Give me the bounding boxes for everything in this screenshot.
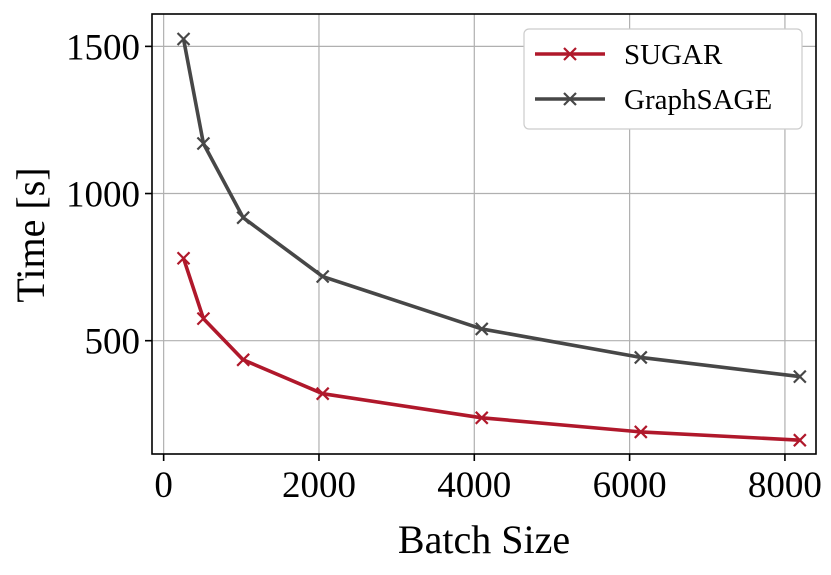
legend-label-graphsage: GraphSAGE bbox=[624, 84, 772, 116]
data-point-sugar bbox=[315, 386, 330, 401]
x-tick-label: 6000 bbox=[593, 465, 667, 506]
data-point-sugar bbox=[634, 425, 648, 439]
y-tick-label: 1500 bbox=[66, 27, 140, 68]
data-point-graphsage bbox=[474, 322, 489, 336]
data-point-sugar bbox=[474, 411, 489, 425]
data-point-sugar bbox=[236, 353, 250, 367]
series-line-sugar bbox=[181, 257, 800, 442]
legend: SUGAR GraphSAGE bbox=[523, 28, 803, 130]
y-axis-label: Time [s] bbox=[8, 167, 53, 302]
data-point-sugar bbox=[196, 311, 211, 326]
y-tick-label: 1000 bbox=[66, 175, 140, 216]
legend-marker-graphsage bbox=[563, 92, 577, 106]
data-point-graphsage bbox=[634, 350, 648, 365]
plot-frame bbox=[151, 13, 817, 455]
x-tick-label: 4000 bbox=[437, 465, 511, 506]
data-point-graphsage bbox=[793, 369, 807, 384]
legend-label-sugar: SUGAR bbox=[624, 39, 723, 71]
y-tick-label: 500 bbox=[85, 322, 141, 363]
data-point-graphsage bbox=[196, 136, 211, 151]
data-point-graphsage bbox=[315, 269, 330, 284]
axis-ticks: 0 2000 4000 6000 8000 500 1000 1500 bbox=[66, 27, 822, 506]
data-point-graphsage bbox=[236, 210, 250, 225]
x-tick-label: 0 bbox=[154, 465, 173, 506]
data-point-graphsage bbox=[176, 32, 191, 46]
x-axis-label: Batch Size bbox=[398, 517, 570, 562]
data-point-sugar bbox=[176, 251, 191, 266]
legend-marker-sugar bbox=[563, 47, 577, 61]
data-point-sugar bbox=[793, 433, 807, 447]
series-layer bbox=[176, 32, 807, 447]
x-tick-label: 2000 bbox=[282, 465, 356, 506]
x-tick-label: 8000 bbox=[748, 465, 822, 506]
legend-items bbox=[535, 47, 605, 106]
